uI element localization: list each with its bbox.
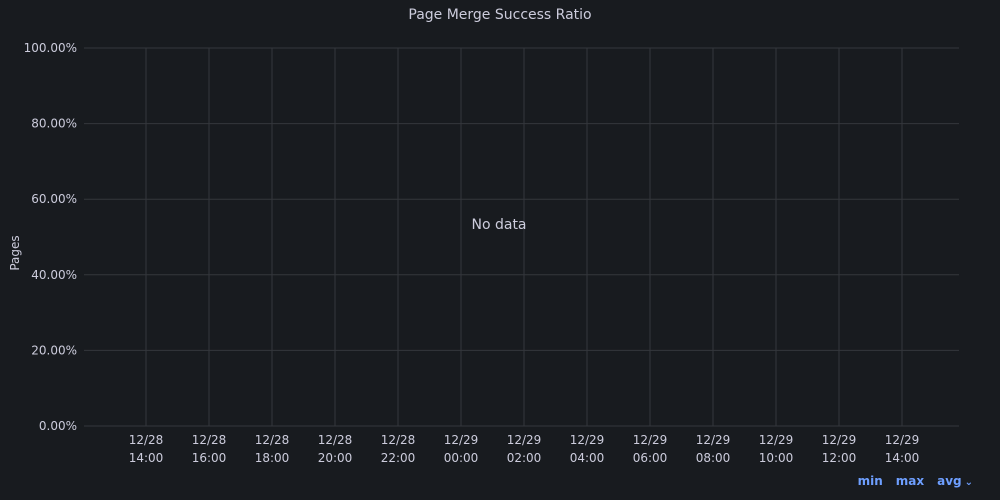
legend-min-toggle[interactable]: min xyxy=(857,474,883,488)
x-tick-date-label: 12/28 xyxy=(318,433,353,447)
x-tick-date-label: 12/29 xyxy=(444,433,479,447)
legend: min max avg ⌄ xyxy=(858,474,973,488)
y-tick-label: 80.00% xyxy=(31,117,77,131)
x-tick-date-label: 12/29 xyxy=(507,433,542,447)
x-tick-date-label: 12/29 xyxy=(759,433,794,447)
x-tick-date-label: 12/29 xyxy=(696,433,731,447)
x-tick-time-label: 04:00 xyxy=(570,451,605,465)
y-tick-label: 100.00% xyxy=(24,41,77,55)
x-tick-time-label: 02:00 xyxy=(507,451,542,465)
y-tick-label: 0.00% xyxy=(39,419,77,433)
x-tick-date-label: 12/29 xyxy=(885,433,920,447)
x-tick-date-label: 12/29 xyxy=(822,433,857,447)
no-data-message: No data xyxy=(471,217,526,233)
legend-avg-toggle[interactable]: avg ⌄ xyxy=(937,474,973,488)
x-tick-date-label: 12/28 xyxy=(255,433,290,447)
y-tick-label: 20.00% xyxy=(31,343,77,357)
legend-max-toggle[interactable]: max xyxy=(895,474,925,488)
x-tick-time-label: 14:00 xyxy=(885,451,920,465)
x-tick-date-label: 12/28 xyxy=(192,433,227,447)
x-tick-time-label: 12:00 xyxy=(822,451,857,465)
y-tick-label: 60.00% xyxy=(31,192,77,206)
panel-title: Page Merge Success Ratio xyxy=(408,7,592,23)
x-tick-time-label: 06:00 xyxy=(633,451,668,465)
x-tick-date-label: 12/29 xyxy=(570,433,605,447)
chevron-down-icon: ⌄ xyxy=(964,477,973,488)
x-tick-time-label: 22:00 xyxy=(381,451,416,465)
x-tick-date-label: 12/28 xyxy=(129,433,164,447)
x-tick-date-label: 12/28 xyxy=(381,433,416,447)
legend-avg-label: avg xyxy=(937,474,962,488)
x-tick-time-label: 16:00 xyxy=(192,451,227,465)
x-tick-time-label: 00:00 xyxy=(444,451,479,465)
y-axis-title: Pages xyxy=(8,235,22,270)
x-tick-time-label: 20:00 xyxy=(318,451,353,465)
x-tick-date-label: 12/29 xyxy=(633,433,668,447)
x-tick-time-label: 18:00 xyxy=(255,451,290,465)
x-tick-time-label: 10:00 xyxy=(759,451,794,465)
x-tick-time-label: 14:00 xyxy=(129,451,164,465)
y-tick-label: 40.00% xyxy=(31,268,77,282)
x-tick-time-label: 08:00 xyxy=(696,451,731,465)
